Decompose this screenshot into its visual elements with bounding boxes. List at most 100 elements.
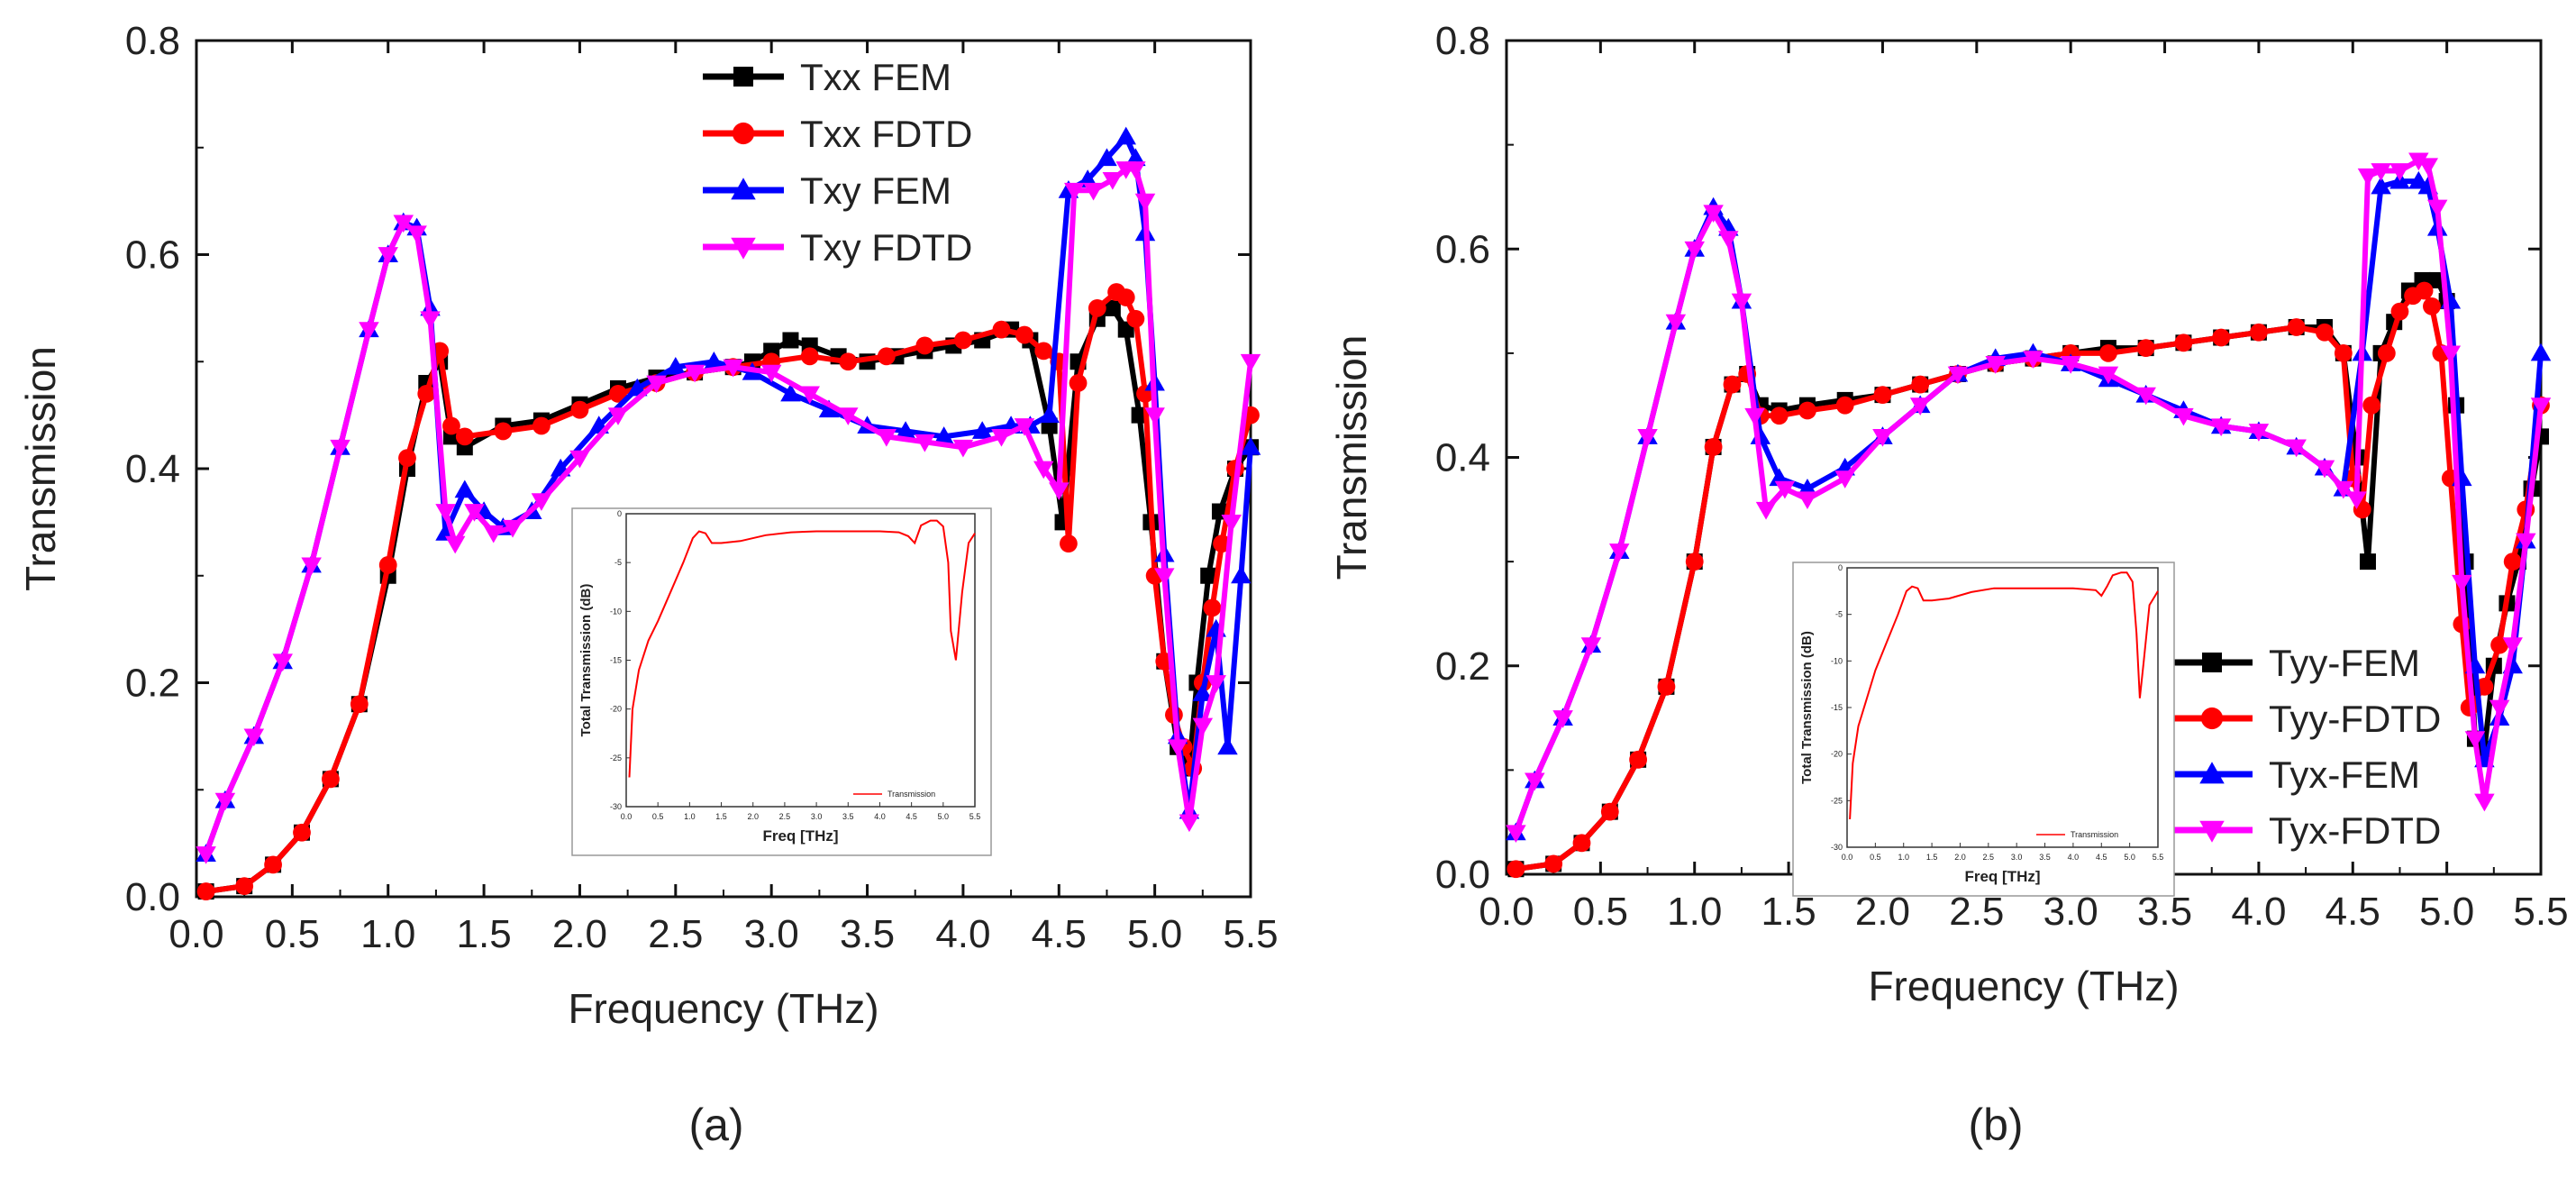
x-tick-label: 0.5 [265,912,320,956]
data-point [494,422,513,441]
panel-label: (a) [688,1100,743,1150]
data-point [1221,514,1242,533]
legend-label: Txy FDTD [800,226,972,269]
data-point [1240,437,1261,455]
inset-y-tick-label: -20 [610,705,622,714]
data-point [1600,802,1619,821]
data-point [1572,834,1591,853]
inset-series-line [628,519,976,778]
data-point [2408,152,2429,171]
data-point [1015,325,1033,344]
data-point [264,855,282,874]
data-point [1731,293,1752,312]
legend-marker [733,67,753,87]
data-point [1525,772,1545,791]
data-point [378,247,398,265]
inset-x-tick-label: 3.5 [842,812,854,821]
data-point [2474,793,2495,812]
data-point [1060,534,1078,553]
data-point [2060,356,2081,374]
data-point [1039,405,1060,424]
data-point [196,882,215,900]
data-point [2502,637,2523,655]
data-point [393,215,414,233]
data-point [2490,635,2508,654]
data-point [330,439,350,458]
data-point [799,386,820,405]
inset-background [571,507,992,856]
data-point [2359,553,2376,571]
data-point [954,331,972,350]
inset-x-tick-label: 1.5 [715,812,727,821]
legend-label: Tyx-FDTD [2269,809,2441,852]
legend-marker [732,122,755,145]
x-tick-label: 4.0 [935,912,990,956]
data-point [359,322,379,340]
y-tick-label: 0.6 [1435,227,1490,271]
data-point [1125,161,1146,179]
x-tick-label: 0.0 [168,912,223,956]
data-point [1217,736,1238,755]
inset-x-tick-label: 0.0 [1842,853,1853,862]
data-point [684,364,705,383]
data-point [2250,323,2268,342]
x-tick-label: 5.0 [2419,890,2474,934]
inset-x-tick-label: 2.0 [747,812,759,821]
inset-x-tick-label: 1.5 [1926,853,1938,862]
data-point [2503,552,2522,571]
data-point [1102,171,1124,190]
data-point [2377,343,2396,362]
inset-x-tick-label: 0.5 [1870,853,1881,862]
x-tick-label: 2.5 [648,912,703,956]
data-point [350,695,369,714]
data-point [1116,288,1135,306]
inset-legend-label: Transmission [887,790,935,799]
inset-y-tick-label: -15 [610,656,622,665]
legend-marker [2202,653,2222,672]
data-point [1797,491,1818,509]
data-point [2530,397,2552,415]
data-point [2287,318,2306,336]
data-point [1657,677,1676,696]
data-point [1637,428,1658,447]
x-tick-label: 1.0 [1667,890,1722,934]
data-point [2316,323,2334,342]
data-point [1167,739,1188,757]
x-tick-label: 0.0 [1479,890,1534,934]
data-point [1088,298,1106,317]
data-point [420,311,441,329]
data-point [1083,182,1104,201]
inset-x-tick-label: 5.0 [2124,853,2135,862]
legend: Tyy-FEM Tyy-FDTD Tyx-FEM Tyx-FDTD [2171,642,2441,852]
data-point [1192,683,1214,701]
data-point [1134,193,1156,212]
data-point [2516,533,2536,552]
data-point [1104,299,1121,316]
data-point [243,728,265,747]
y-axis-title: Transmission [17,346,64,591]
data-point [301,557,322,576]
x-tick-label: 3.5 [2137,890,2192,934]
data-point [1770,406,1789,425]
inset-chart: 0.0 0.5 1.0 1.5 2.0 2.5 3.0 3.5 4.0 4.5 5.0 5.5 0 -5 -… [1792,562,2175,897]
data-point [782,332,799,349]
data-point [1179,814,1200,833]
data-point [1684,241,1705,260]
data-point [1231,565,1252,584]
data-point [915,336,934,355]
data-point [1755,501,1777,520]
data-point [1872,428,1893,447]
inset-x-tick-label: 1.0 [1898,853,1909,862]
data-point [1115,126,1136,145]
legend-label: Tyx-FEM [2269,753,2420,796]
inset-series-line [1849,571,2159,820]
x-axis-title: Frequency (THz) [1868,963,2179,1009]
data-point [1608,543,1630,562]
series-line [205,289,1253,895]
x-tick-label: 1.0 [360,912,415,956]
legend-label: Tyy-FDTD [2269,698,2441,740]
data-point [2417,158,2439,176]
data-point [2173,407,2194,426]
data-point [1126,309,1145,328]
data-point [1506,825,1526,843]
